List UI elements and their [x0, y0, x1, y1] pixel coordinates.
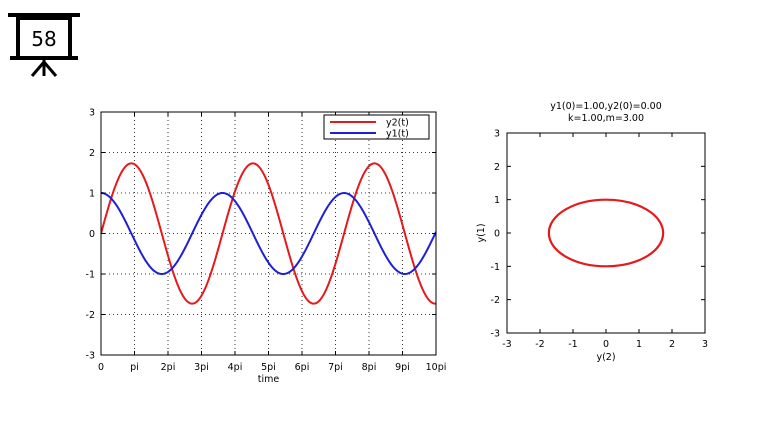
x-tick-label: pi — [130, 362, 139, 373]
x-tick-label: 4pi — [228, 362, 243, 373]
presentation-board-graphic — [8, 13, 80, 77]
x-tick-label: 3 — [702, 339, 708, 350]
phase-portrait-chart: y1(0)=1.00,y2(0)=0.00k=1.00,m=3.00 -3 -2 -1… — [476, 101, 708, 363]
y-tick-label: 1 — [494, 195, 500, 206]
presentation-board-icon: 58 — [8, 12, 80, 80]
y-tick-label: 0 — [494, 229, 500, 240]
legend-label: y2(t) — [386, 118, 409, 129]
y-axis-label: y(1) — [476, 223, 487, 242]
x-tick-label: -3 — [502, 339, 511, 350]
time-series-chart: 0 pi 2pi 3pi 4pi 5pi 6pi 7pi 8pi 9pi 10pi -3 -2 -1 0 1 2… — [86, 108, 447, 386]
x-axis-label: time — [258, 374, 280, 385]
y-tick-label: -1 — [86, 270, 95, 281]
series-line-y2 — [101, 162, 436, 305]
chart-subtitle: k=1.00,m=3.00 — [568, 113, 644, 124]
y-tick-label: 3 — [89, 108, 95, 119]
y-tick-label: -2 — [86, 310, 95, 321]
x-tick-label: 7pi — [328, 362, 343, 373]
x-tick-label: 5pi — [261, 362, 276, 373]
y-tick-label: 0 — [89, 229, 95, 240]
x-tick-label: 2pi — [161, 362, 176, 373]
x-tick-label: 8pi — [362, 362, 377, 373]
x-tick-label: 10pi — [426, 362, 447, 373]
chart-title: y1(0)=1.00,y2(0)=0.00 — [550, 101, 662, 112]
y-tick-label: -3 — [86, 351, 95, 362]
y-tick-label: 2 — [89, 148, 95, 159]
y-tick-label: 1 — [89, 189, 95, 200]
x-tick-label: 3pi — [194, 362, 209, 373]
x-tick-label: 1 — [636, 339, 642, 350]
y-tick-label: 2 — [494, 162, 500, 173]
legend-label: y1(t) — [386, 129, 409, 140]
plot-frame — [506, 132, 706, 334]
legend-box — [323, 114, 430, 140]
slide-number: 58 — [31, 27, 57, 51]
series-line-y1 — [101, 191, 436, 276]
y-tick-label: -3 — [491, 329, 500, 340]
x-tick-label: -1 — [568, 339, 577, 350]
y-tick-label: -1 — [491, 262, 500, 273]
x-axis-label: y(2) — [596, 352, 615, 363]
y-tick-label: -2 — [491, 295, 500, 306]
x-tick-label: 0 — [603, 339, 609, 350]
x-tick-label: -2 — [535, 339, 544, 350]
x-tick-label: 6pi — [295, 362, 310, 373]
x-tick-label: 2 — [669, 339, 675, 350]
phase-trajectory — [547, 198, 665, 268]
x-tick-label: 9pi — [395, 362, 410, 373]
y-tick-label: 3 — [494, 129, 500, 140]
x-tick-label: 0 — [98, 362, 104, 373]
